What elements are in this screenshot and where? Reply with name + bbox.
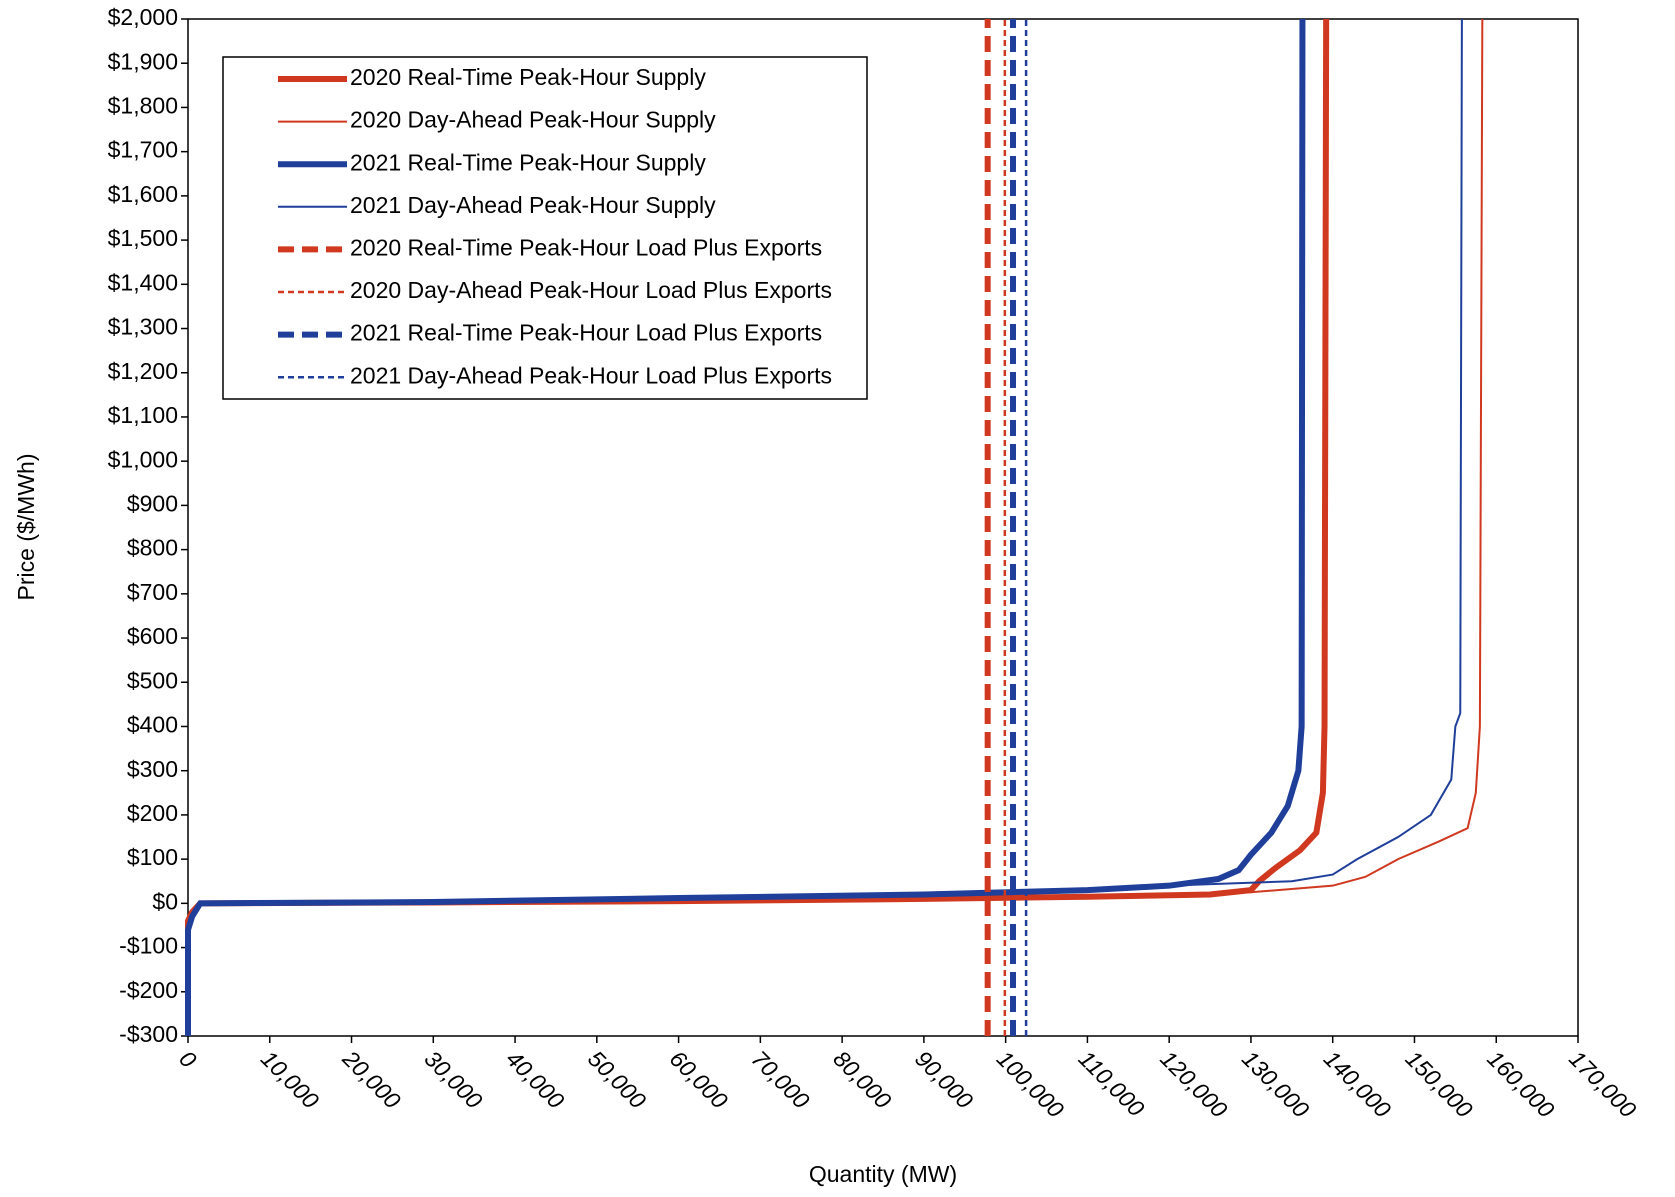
y-tick-label: $400 (127, 712, 178, 738)
x-tick-label: 100,000 (992, 1045, 1069, 1122)
x-tick-label: 40,000 (501, 1045, 569, 1113)
y-tick-label: $1,400 (108, 269, 178, 295)
y-tick-label: $1,300 (108, 314, 178, 340)
y-tick-label: $100 (127, 844, 178, 870)
x-tick-label: 170,000 (1564, 1045, 1641, 1122)
y-tick-label: $1,100 (108, 402, 178, 428)
x-tick-label: 160,000 (1482, 1045, 1559, 1122)
x-tick-label: 140,000 (1319, 1045, 1396, 1122)
y-tick-label: $700 (127, 579, 178, 605)
x-tick-label: 0 (174, 1045, 202, 1073)
x-tick-label: 150,000 (1401, 1045, 1478, 1122)
legend-label: 2021 Day-Ahead Peak-Hour Load Plus Expor… (350, 362, 832, 388)
x-tick-label: 120,000 (1155, 1045, 1232, 1122)
legend-label: 2020 Real-Time Peak-Hour Supply (350, 64, 706, 90)
legend-label: 2021 Real-Time Peak-Hour Supply (350, 149, 706, 175)
x-axis-label: Quantity (MW) (809, 1161, 957, 1187)
x-tick-label: 70,000 (747, 1045, 815, 1113)
y-tick-label: -$300 (119, 1021, 178, 1047)
x-tick-label: 60,000 (665, 1045, 733, 1113)
x-tick-label: 90,000 (910, 1045, 978, 1113)
y-tick-label: $0 (152, 888, 178, 914)
x-tick-label: 10,000 (256, 1045, 324, 1113)
legend-label: 2021 Day-Ahead Peak-Hour Supply (350, 192, 716, 218)
y-tick-label: $900 (127, 490, 178, 516)
y-tick-label: $2,000 (108, 4, 178, 30)
y-tick-label: -$100 (119, 933, 178, 959)
y-tick-label: $1,600 (108, 181, 178, 207)
x-tick-label: 80,000 (828, 1045, 896, 1113)
series-line (187, 18, 1463, 1036)
y-tick-label: $600 (127, 623, 178, 649)
legend-label: 2020 Real-Time Peak-Hour Load Plus Expor… (350, 234, 822, 260)
y-tick-label: $1,200 (108, 358, 178, 384)
y-axis-label: Price ($/MWh) (13, 454, 39, 601)
x-tick-label: 50,000 (583, 1045, 651, 1113)
legend-label: 2020 Day-Ahead Peak-Hour Supply (350, 107, 716, 133)
y-tick-label: $1,900 (108, 48, 178, 74)
legend-label: 2020 Day-Ahead Peak-Hour Load Plus Expor… (350, 277, 832, 303)
legend-label: 2021 Real-Time Peak-Hour Load Plus Expor… (350, 320, 822, 346)
y-tick-label: $1,000 (108, 446, 178, 472)
legend-box (222, 56, 868, 400)
y-tick-label: $300 (127, 756, 178, 782)
x-tick-label: 20,000 (337, 1045, 406, 1114)
y-tick-label: $500 (127, 667, 178, 693)
y-tick-label: $1,500 (108, 225, 178, 251)
plot-area (187, 18, 1579, 1037)
y-tick-label: $1,700 (108, 137, 178, 163)
y-tick-label: $800 (127, 535, 178, 561)
y-tick-label: -$200 (119, 977, 178, 1003)
x-tick-label: 110,000 (1074, 1045, 1150, 1121)
x-tick-label: 30,000 (419, 1045, 487, 1113)
x-tick-label: 130,000 (1237, 1045, 1314, 1122)
y-tick-label: $200 (127, 800, 178, 826)
y-tick-label: $1,800 (108, 93, 178, 119)
